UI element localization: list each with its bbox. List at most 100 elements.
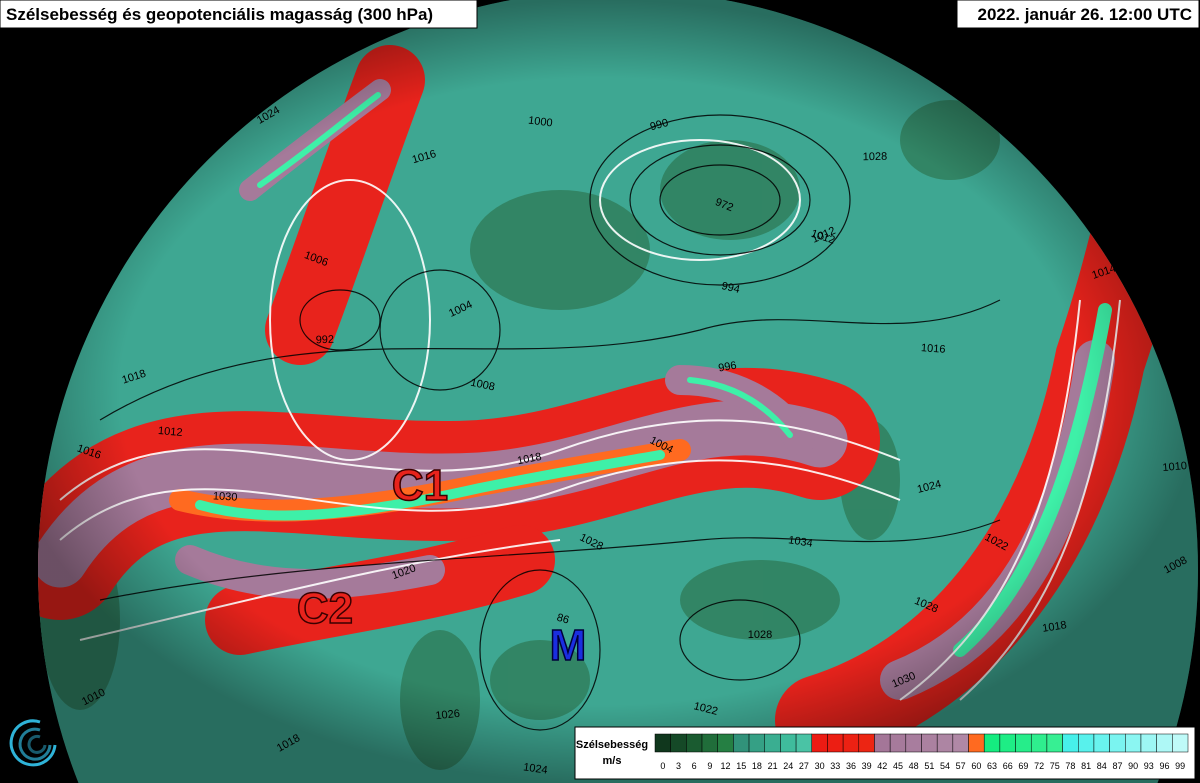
colorbar-swatch [748, 733, 765, 753]
colorbar-swatch [1125, 733, 1142, 753]
colorbar-tick-label: 51 [924, 761, 934, 771]
colorbar-swatch [1093, 733, 1110, 753]
colorbar-tick-label: 87 [1112, 761, 1122, 771]
colorbar-swatch [858, 733, 875, 753]
colorbar-swatch [999, 733, 1016, 753]
colorbar-swatch [889, 733, 907, 753]
colorbar-swatch [1046, 733, 1063, 753]
contour-label: 1022 [692, 700, 719, 718]
colorbar-tick-label: 21 [768, 761, 778, 771]
contour-label: 1000 [527, 115, 553, 130]
colorbar-tick-label: 30 [815, 761, 825, 771]
contour-label: 1014 [67, 258, 92, 272]
contour-label: 1026 [435, 708, 461, 722]
colorbar-tick-label: 60 [971, 761, 981, 771]
contour-label: 1018 [516, 451, 542, 467]
colorbar-swatch [983, 733, 1001, 753]
colorbar-tick-label: 48 [909, 761, 919, 771]
contour-label: 1016 [921, 342, 946, 356]
colorbar-tick-label: 42 [877, 761, 887, 771]
colorbar-swatch [1030, 733, 1048, 753]
colorbar-swatch [733, 733, 750, 753]
colorbar-tick-label: 27 [799, 761, 809, 771]
colorbar-swatch [780, 733, 797, 753]
pressure-label: M [550, 621, 587, 670]
colorbar-tick-label: 84 [1097, 761, 1107, 771]
colorbar-swatch [827, 733, 844, 753]
colorbar: 0 3 6 9 12 15 18 21 24 27 30 33 36 39 42 45 48 51 54 57 60 63… [654, 733, 1189, 771]
colorbar-tick-label: 39 [862, 761, 872, 771]
colorbar-swatch [811, 733, 828, 753]
contour-label: 1010 [1162, 460, 1187, 474]
colorbar-tick-label: 24 [783, 761, 793, 771]
colorbar-tick-label: 36 [846, 761, 856, 771]
jet-label: C1 [392, 461, 448, 510]
contour-label: 992 [316, 334, 335, 347]
colorbar-swatch [1172, 733, 1189, 753]
title: Szélsebesség és geopotenciális magasság … [6, 5, 433, 24]
colorbar-tick-label: 69 [1018, 761, 1028, 771]
colorbar-swatch [1156, 733, 1173, 753]
contour-label: 1028 [748, 629, 772, 641]
colorbar-tick-label: 54 [940, 761, 950, 771]
colorbar-swatch [1062, 733, 1079, 753]
contour-label: 994 [720, 280, 741, 296]
colorbar-tick-label: 66 [1003, 761, 1013, 771]
date: 2022. január 26. 12:00 UTC [977, 5, 1192, 24]
contour-label: 996 [717, 360, 737, 375]
colorbar-swatch [1078, 733, 1095, 753]
colorbar-tick-label: 45 [893, 761, 903, 771]
title-box [0, 0, 478, 29]
colorbar-tick-label: 33 [830, 761, 840, 771]
colorbar-tick-label: 93 [1144, 761, 1154, 771]
colorbar-swatch [764, 733, 781, 753]
contour-label: 1024 [916, 478, 943, 496]
colorbar-swatch [1140, 733, 1157, 753]
contour-label: 1024 [522, 761, 548, 776]
legend-unit: m/s [603, 755, 622, 767]
colorbar-tick-label: 0 [660, 761, 665, 771]
contour-label: 1018 [1042, 619, 1068, 635]
date-box [956, 0, 1200, 29]
colorbar-swatch [1015, 733, 1032, 753]
colorbar-swatch [874, 733, 891, 753]
colorbar-swatch [795, 733, 813, 753]
contour-label: 1008 [469, 377, 495, 394]
colorbar-tick-label: 63 [987, 761, 997, 771]
contour-label: 1034 [787, 534, 813, 550]
colorbar-tick-label: 57 [956, 761, 966, 771]
jet-label: C2 [297, 584, 353, 633]
contour-label: 990 [649, 117, 670, 133]
colorbar-tick-label: 72 [1034, 761, 1044, 771]
colorbar-tick-label: 75 [1050, 761, 1060, 771]
contour-label: 1030 [213, 490, 238, 503]
colorbar-tick-label: 18 [752, 761, 762, 771]
colorbar-tick-label: 3 [676, 761, 681, 771]
colorbar-tick-label: 12 [721, 761, 731, 771]
contour-label: 1028 [863, 151, 888, 163]
colorbar-tick-label: 9 [707, 761, 712, 771]
contour-label: 86 [555, 612, 570, 627]
logo [9, 719, 57, 767]
colorbar-swatch [670, 733, 687, 753]
colorbar-swatch [686, 733, 703, 753]
colorbar-swatch [952, 733, 969, 753]
colorbar-tick-label: 99 [1175, 761, 1185, 771]
legend-title: Szélsebesség [576, 739, 648, 751]
colorbar-tick-label: 6 [692, 761, 697, 771]
colorbar-swatch [1109, 733, 1126, 753]
colorbar-tick-label: 78 [1065, 761, 1075, 771]
colorbar-swatch [842, 733, 860, 753]
colorbar-swatch [905, 733, 922, 753]
colorbar-swatch [921, 733, 938, 753]
colorbar-tick-label: 90 [1128, 761, 1138, 771]
colorbar-swatch [701, 733, 718, 753]
colorbar-swatch [654, 733, 671, 753]
colorbar-swatch [936, 733, 954, 753]
contour-label: 1012 [158, 425, 183, 439]
colorbar-swatch [968, 733, 985, 753]
colorbar-tick-label: 96 [1159, 761, 1169, 771]
colorbar-swatch [717, 733, 734, 753]
colorbar-tick-label: 81 [1081, 761, 1091, 771]
